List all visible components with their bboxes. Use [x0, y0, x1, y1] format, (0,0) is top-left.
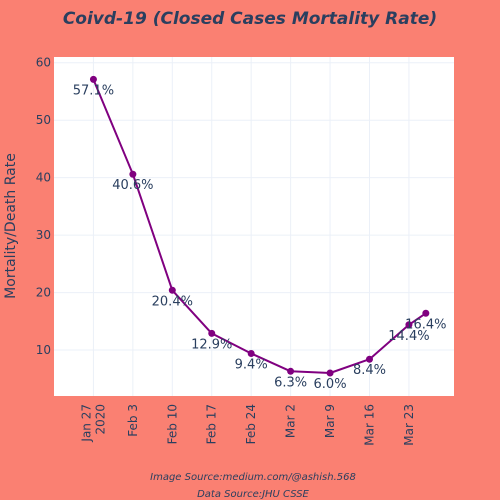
data-label: 8.4%	[353, 363, 386, 378]
x-tick-label: Mar 23	[402, 404, 416, 446]
data-point	[365, 355, 373, 363]
data-point	[287, 367, 295, 375]
y-tick-label: 10	[36, 343, 51, 357]
image-source-note: Image Source:medium.com/@ashish.568	[150, 472, 356, 483]
y-tick-label: 50	[36, 113, 51, 127]
data-label: 20.4%	[152, 294, 193, 309]
y-tick-label: 40	[36, 171, 51, 185]
x-tick-label: Mar 2	[284, 404, 298, 438]
data-point	[89, 75, 97, 83]
x-tick-label: Feb 3	[126, 404, 140, 437]
series-layer	[89, 75, 430, 377]
grid	[54, 57, 454, 396]
y-axis-title: Mortality/Death Rate	[3, 153, 19, 299]
x-tick-label: Mar 9	[323, 404, 337, 438]
data-label: 12.9%	[191, 337, 232, 352]
data-label: 16.4%	[405, 317, 446, 332]
y-tick-label: 20	[36, 286, 51, 300]
data-point	[208, 329, 216, 337]
x-tick-label: Feb 17	[205, 404, 219, 444]
data-label: 6.3%	[274, 375, 307, 390]
data-point	[326, 369, 334, 377]
y-tick-label: 30	[36, 228, 51, 242]
data-label: 9.4%	[235, 357, 268, 372]
series-line	[92, 79, 427, 374]
data-point	[168, 286, 176, 294]
x-tick-label: Jan 272020	[79, 404, 107, 443]
data-label: 6.0%	[314, 377, 347, 392]
data-source-note: Data Source:JHU CSSE	[197, 489, 309, 500]
data-label: 57.1%	[73, 83, 114, 98]
data-label: 14.4%	[388, 329, 429, 344]
x-tick-label: Feb 24	[244, 404, 258, 444]
data-point	[129, 170, 137, 178]
data-labels: 57.1% 40.6% 20.4% 12.9%9.4% 6.3% 6.0% 8.4% 14.4…	[73, 83, 447, 392]
x-tick-label: Mar 16	[362, 404, 376, 446]
plot-area	[54, 57, 454, 396]
data-point	[247, 349, 255, 357]
data-point	[405, 321, 413, 329]
y-tick-label: 60	[36, 56, 51, 70]
data-label: 40.6%	[112, 178, 153, 193]
axis-ticks: 10 20 30 40 50 60 Jan 272020 Feb 3 Feb 10 Feb 17 F…	[36, 56, 416, 446]
x-tick-label: Feb 10	[165, 404, 179, 444]
chart-title: Coivd-19 (Closed Cases Mortality Rate)	[63, 9, 437, 29]
data-point	[422, 309, 430, 317]
